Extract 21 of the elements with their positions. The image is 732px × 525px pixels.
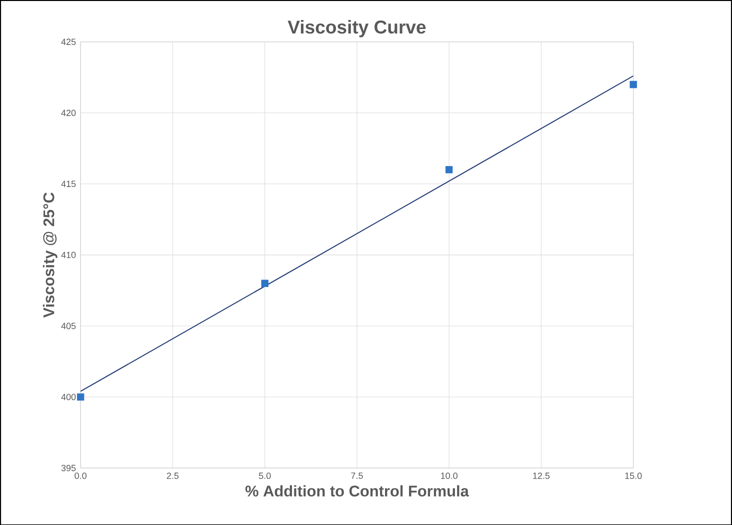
x-tick-label: 15.0 [625, 472, 642, 479]
y-tick-label: 420 [61, 110, 76, 116]
y-tick-label: 400 [61, 394, 76, 400]
x-tick-label: 7.5 [351, 472, 363, 479]
x-tick-label: 10.0 [441, 472, 458, 479]
y-tick-label: 395 [61, 464, 76, 472]
y-tick-label: 415 [61, 180, 76, 187]
x-axis-title: % Addition to Control Formula [245, 485, 469, 496]
x-tick-label: 12.5 [533, 472, 550, 479]
y-tick-label: 410 [61, 252, 76, 258]
x-tick-label: 0.0 [74, 472, 86, 479]
point [630, 80, 637, 88]
point [76, 393, 84, 400]
chart-title: Viscosity Curve [288, 20, 426, 38]
point [261, 280, 268, 287]
x-tick-label: 5.0 [258, 472, 271, 479]
y-axis-title: Viscosity @ 25°C [42, 192, 58, 318]
y-tick-label: 405 [61, 322, 76, 329]
x-tick-label: 2.5 [166, 472, 179, 479]
point [445, 166, 453, 174]
y-tick-label: 425 [61, 38, 76, 45]
